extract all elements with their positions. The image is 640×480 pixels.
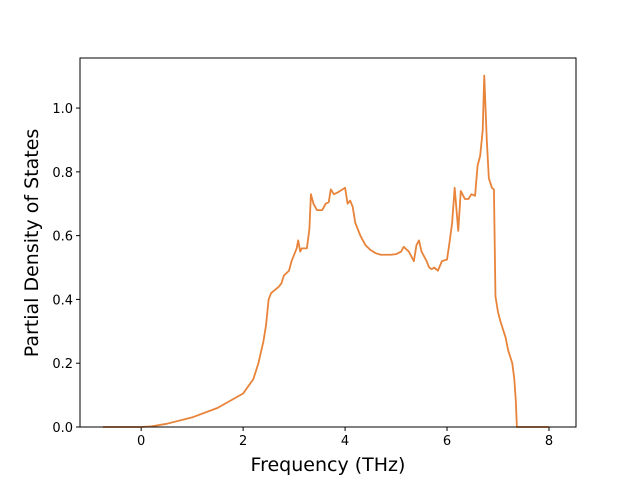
x-axis-label: Frequency (THz) bbox=[251, 454, 406, 476]
x-tick-label: 4 bbox=[341, 434, 349, 449]
x-tick-label: 6 bbox=[443, 434, 451, 449]
y-axis-label: Partial Density of States bbox=[21, 129, 43, 358]
x-tick-label: 2 bbox=[239, 434, 247, 449]
x-tick-label: 8 bbox=[545, 434, 553, 449]
y-tick-label: 0.2 bbox=[52, 357, 73, 372]
x-tick-label: 0 bbox=[137, 434, 145, 449]
y-tick-label: 1.0 bbox=[52, 102, 73, 117]
y-tick-label: 0.8 bbox=[52, 166, 73, 181]
y-tick-label: 0.6 bbox=[52, 230, 73, 245]
data-line bbox=[102, 74, 549, 428]
y-tick-label: 0.0 bbox=[52, 421, 73, 436]
plot-frame bbox=[79, 57, 577, 428]
y-tick-label: 0.4 bbox=[52, 293, 73, 308]
